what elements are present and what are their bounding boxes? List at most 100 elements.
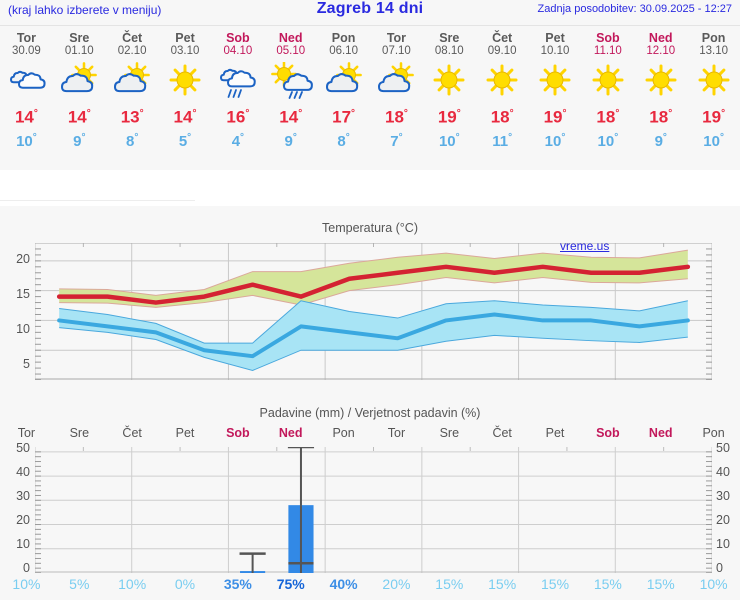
prec-ytick-left-10: 10 (16, 537, 30, 551)
precipitation-day-label: Pon (702, 426, 725, 440)
min-temperature: 11° (492, 128, 512, 151)
max-temperature: 17° (332, 103, 355, 128)
min-temperature-value: 10 (544, 132, 562, 150)
degree-symbol: ° (192, 108, 197, 119)
partly-sunny-icon (378, 62, 415, 93)
temp-ytick-15: 15 (16, 287, 30, 301)
sunny-icon (539, 64, 571, 96)
max-temperature-value: 18 (649, 107, 669, 127)
page-header: (kraj lahko izberete v meniju) Zagreb 14… (0, 0, 740, 24)
weather-icon-wrap (3, 62, 49, 100)
max-temperature-value: 14 (14, 107, 34, 127)
precipitation-day-labels: Tor Sre Čet Pet Sob Ned Pon Tor Sre Čet Pet Sob Ned P… (0, 426, 740, 442)
sunny-icon (169, 64, 201, 96)
min-temperature: 10° (545, 128, 566, 151)
day-date: 11.10 (593, 45, 622, 57)
degree-symbol: ° (245, 108, 250, 119)
forecast-day-column[interactable]: Ned 12.10 18° 9° (634, 28, 687, 168)
forecast-day-column[interactable]: Sob 11.10 18° 10° (581, 28, 634, 168)
weather-icon-wrap (585, 62, 631, 100)
weather-icon-wrap (426, 62, 472, 100)
forecast-day-column[interactable]: Pet 10.10 19° 10° (529, 28, 582, 168)
day-date: 07.10 (382, 45, 411, 57)
min-temperature-value: 10 (16, 132, 33, 150)
precipitation-day-label: Ned (648, 426, 673, 440)
day-name: Sre (439, 31, 460, 45)
day-date: 12.10 (646, 45, 676, 57)
forecast-day-column[interactable]: Sre 01.10 14° 9° (53, 28, 106, 168)
min-temperature-value: 10 (438, 132, 456, 150)
min-temperature-value: 5 (178, 132, 188, 150)
degree-symbol: ° (292, 131, 297, 143)
site-watermark: vreme.us (560, 239, 610, 253)
precipitation-probability: 15% (435, 576, 464, 592)
max-temperature: 18° (596, 103, 619, 128)
degree-symbol: ° (403, 108, 408, 119)
precipitation-chart-plot (35, 447, 712, 573)
max-temperature: 14° (15, 103, 38, 128)
min-temperature: 9° (285, 128, 297, 151)
location-hint: (kraj lahko izberete v meniju) (8, 3, 162, 17)
min-temperature: 10° (703, 128, 724, 151)
precipitation-probability: 15% (488, 576, 517, 592)
prec-ytick-right-50: 50 (716, 441, 730, 455)
prec-ytick-right-0: 0 (716, 561, 723, 575)
forecast-day-column[interactable]: Sre 08.10 19° 10° (423, 28, 476, 168)
day-name: Pet (175, 31, 195, 45)
max-temperature: 18° (649, 103, 672, 128)
forecast-day-column[interactable]: Tor 07.10 18° 7° (370, 28, 423, 168)
precipitation-day-label: Sre (69, 426, 90, 440)
min-temperature-value: 9 (284, 132, 293, 150)
forecast-day-column[interactable]: Pon 06.10 17° 8° (317, 28, 370, 168)
precipitation-probability: 0% (174, 576, 196, 592)
forecast-day-column[interactable]: Tor 30.09 14° 10° (0, 28, 53, 168)
precipitation-probability: 15% (593, 576, 622, 592)
prec-ytick-right-10: 10 (716, 537, 730, 551)
forecast-day-column[interactable]: Sob 04.10 16° 4° (211, 28, 264, 168)
degree-symbol: ° (508, 131, 513, 143)
degree-symbol: ° (33, 108, 38, 119)
max-temperature: 19° (438, 103, 461, 128)
forecast-day-column[interactable]: Pon 13.10 19° 10° (687, 28, 740, 168)
precipitation-day-label: Ned (278, 426, 303, 440)
temperature-chart-svg (35, 243, 712, 380)
degree-symbol: ° (86, 108, 91, 119)
sun-rain-icon (270, 61, 313, 99)
weather-icon-wrap (532, 62, 578, 100)
day-date: 10.10 (540, 45, 570, 57)
weather-icon-wrap (162, 62, 208, 100)
sunny-icon (486, 64, 518, 96)
day-name: Sob (596, 31, 620, 45)
forecast-day-column[interactable]: Ned 05.10 14° 9° (264, 28, 317, 168)
min-temperature: 8° (126, 128, 138, 151)
sunny-icon (433, 64, 465, 96)
partly-sunny-icon (325, 62, 362, 93)
max-temperature: 18° (491, 103, 514, 128)
max-temperature-value: 18 (490, 107, 510, 127)
precipitation-probability: 35% (223, 576, 252, 592)
weather-icon-wrap (215, 62, 261, 100)
max-temperature-value: 18 (384, 107, 404, 127)
degree-symbol: ° (509, 108, 514, 119)
temp-ytick-5: 5 (23, 357, 30, 371)
min-temperature: 10° (598, 128, 619, 151)
day-date: 08.10 (434, 45, 464, 57)
precipitation-probability: 40% (329, 576, 358, 592)
day-name: Tor (16, 31, 37, 45)
section-divider (0, 200, 195, 201)
day-name: Pon (701, 31, 726, 45)
forecast-day-column[interactable]: Pet 03.10 14° 5° (159, 28, 212, 168)
precipitation-day-label: Pet (545, 426, 565, 440)
degree-symbol: ° (134, 131, 139, 143)
day-date: 03.10 (170, 45, 200, 57)
forecast-day-column[interactable]: Čet 02.10 13° 8° (106, 28, 159, 168)
max-temperature-value: 18 (596, 107, 616, 127)
weather-icon-wrap (638, 62, 684, 100)
weather-icon-wrap (268, 61, 314, 100)
max-temperature-value: 19 (437, 107, 457, 127)
max-temperature-value: 16 (226, 107, 246, 127)
prec-ytick-left-50: 50 (16, 441, 30, 455)
forecast-day-column[interactable]: Čet 09.10 18° 11° (476, 28, 529, 168)
degree-symbol: ° (662, 131, 667, 143)
prec-ytick-right-40: 40 (716, 465, 730, 479)
